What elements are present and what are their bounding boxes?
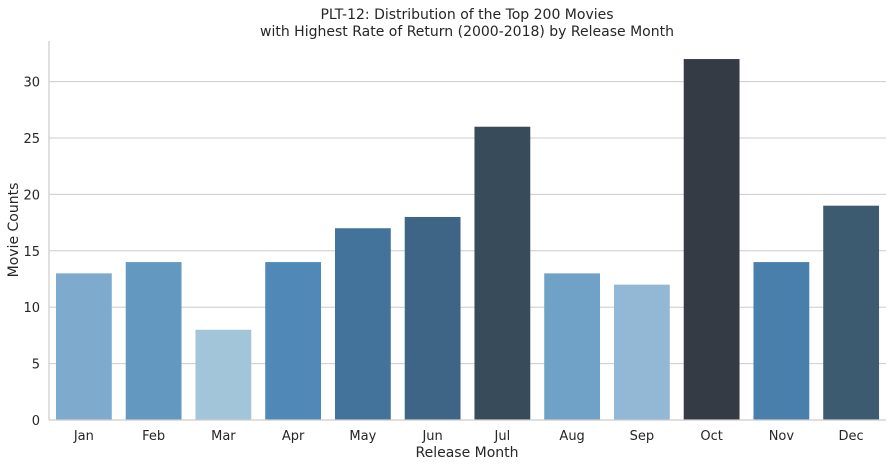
x-tick-label: Apr <box>282 429 305 444</box>
y-axis-label: Movie Counts <box>6 183 22 278</box>
x-tick-label: Nov <box>769 429 795 444</box>
y-gridlines <box>49 81 886 365</box>
y-tick-label: 15 <box>23 245 40 260</box>
bar-feb <box>125 262 182 420</box>
y-tick-label: 10 <box>23 301 40 316</box>
bar-jan <box>55 273 112 420</box>
x-tick-label: Jan <box>73 429 94 444</box>
y-tick-label: 30 <box>23 76 40 91</box>
bar-sep <box>613 284 670 420</box>
x-tick-label: Jul <box>494 429 511 444</box>
x-axis-label: Release Month <box>415 445 518 461</box>
x-tick-label: Oct <box>700 429 722 444</box>
y-tick-label: 20 <box>23 188 40 203</box>
bar-mar <box>195 329 252 420</box>
y-tick-labels: 0 5 10 15 20 25 30 <box>23 76 40 429</box>
bar-jun <box>404 216 461 420</box>
x-tick-label: May <box>349 429 376 444</box>
bar-may <box>334 228 391 420</box>
x-tick-label: Mar <box>211 429 236 444</box>
bar-oct <box>683 59 740 421</box>
bar-jul <box>474 126 531 420</box>
bars <box>55 59 880 421</box>
x-tick-label: Jun <box>421 429 442 444</box>
x-tick-label: Aug <box>559 429 584 444</box>
bar-aug <box>544 273 601 420</box>
bar-apr <box>265 262 322 420</box>
y-tick-label: 0 <box>32 414 40 429</box>
x-tick-labels: Jan Feb Mar Apr May Jun Jul Aug Sep Oct Nov Dec <box>73 429 864 444</box>
x-tick-label: Sep <box>630 429 655 444</box>
bar-dec <box>823 205 880 420</box>
chart-title-line-2: with Highest Rate of Return (2000-2018) … <box>260 24 674 40</box>
x-tick-label: Dec <box>839 429 864 444</box>
x-tick-label: Feb <box>142 429 165 444</box>
chart-title-line-1: PLT-12: Distribution of the Top 200 Movi… <box>320 7 613 23</box>
bar-nov <box>753 262 810 420</box>
y-tick-label: 5 <box>32 358 40 373</box>
y-tick-label: 25 <box>23 132 40 147</box>
